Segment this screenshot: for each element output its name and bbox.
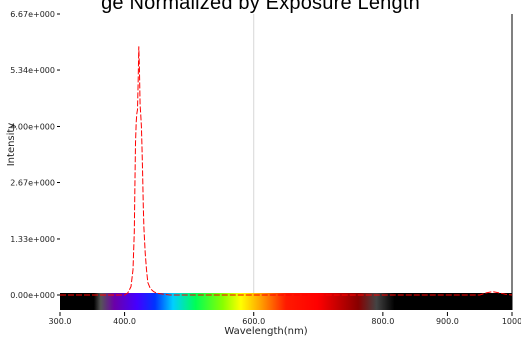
- spectrum-bar: [60, 293, 512, 310]
- chart-title: ge Normalized by Exposure Length: [101, 0, 420, 14]
- y-axis-label: Intensity: [6, 123, 17, 167]
- x-tick-label: 600.0: [242, 317, 265, 326]
- y-tick-label: 2.67e+000: [10, 179, 55, 188]
- y-tick-label: 6.67e+000: [10, 10, 55, 19]
- x-tick-label: 400.0: [113, 317, 136, 326]
- series-line: [60, 46, 513, 296]
- x-tick-label: 800.0: [371, 317, 394, 326]
- y-tick-label: 4.00e+000: [10, 122, 55, 131]
- x-tick-label: 900.0: [436, 317, 459, 326]
- y-tick-label: 0.00e+000: [10, 291, 55, 300]
- y-tick-label: 5.34e+000: [10, 66, 55, 75]
- x-axis-label: Wavelength(nm): [224, 326, 307, 337]
- x-tick-label: 1000: [502, 317, 521, 326]
- plot-area: 0.00e+000 1.33e+000 2.67e+000 4.00e+000 5.34…: [6, 10, 521, 337]
- x-tick-label: 300.0: [49, 317, 72, 326]
- y-tick-label: 1.33e+000: [10, 235, 55, 244]
